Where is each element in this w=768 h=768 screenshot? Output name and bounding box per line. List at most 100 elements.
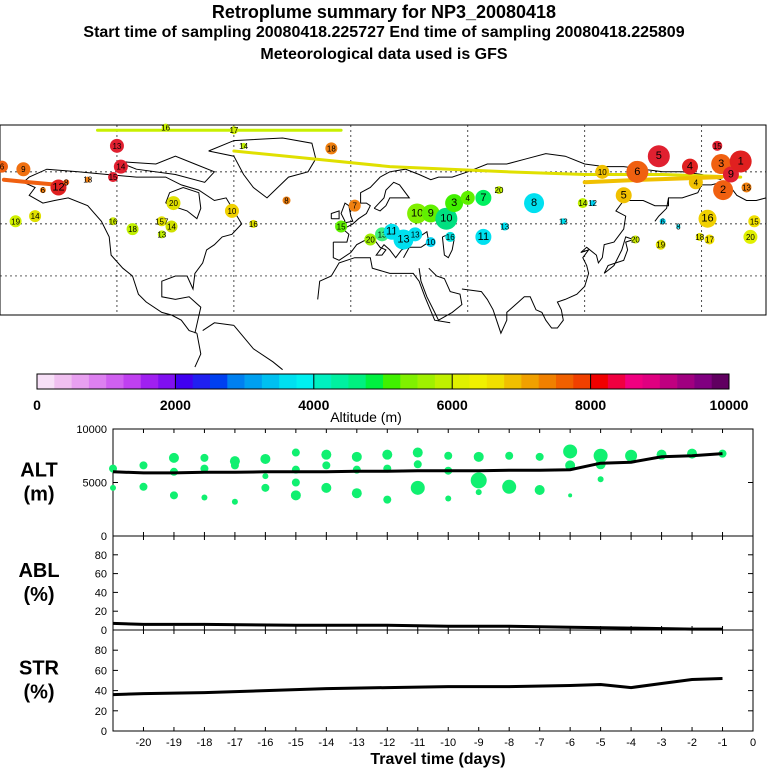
plume-marker-label: 18 <box>327 144 336 153</box>
plume-marker-label: 17 <box>705 236 714 245</box>
plume-marker-label: 16 <box>109 217 118 226</box>
y-tick-label: 20 <box>95 606 107 618</box>
plume-marker-dot <box>84 176 91 183</box>
plume-marker: 18 <box>83 176 92 185</box>
alt-point <box>291 478 300 487</box>
plume-marker-label: 7 <box>353 202 358 211</box>
plume-marker: 20 <box>495 186 504 195</box>
colorbar-swatch <box>400 374 418 389</box>
plume-marker-dot <box>615 187 632 204</box>
plume-marker-label: 13 <box>500 223 509 232</box>
plume-marker: 17 <box>229 126 239 135</box>
coastline-segment <box>461 181 722 335</box>
x-tick-label: -15 <box>288 737 304 749</box>
alt-point <box>563 444 578 459</box>
plume-marker-dot <box>113 159 128 174</box>
plume-marker-label: 5 <box>656 150 662 162</box>
plume-marker-dot <box>240 142 247 149</box>
plume-marker-label: 15 <box>713 142 722 151</box>
plume-marker-dot <box>676 224 681 229</box>
plume-marker: 16 <box>445 231 456 242</box>
plume-marker-label: 10 <box>227 207 236 216</box>
plume-marker-dot <box>704 234 715 245</box>
map-coastlines <box>23 137 767 371</box>
plume-marker-label: 5 <box>621 189 627 201</box>
x-tick-label: -17 <box>227 737 243 749</box>
panel-abl: 0 20 40 60 80 ABL(%) <box>18 535 754 637</box>
plume-marker-dot <box>282 196 291 205</box>
plume-marker-label: 13 <box>378 230 387 239</box>
plume-marker: 6 <box>39 186 46 195</box>
alt-point <box>321 482 332 493</box>
plume-marker-label: 18 <box>128 225 137 234</box>
coastline-segment <box>23 168 243 334</box>
plume-marker-label: 10 <box>440 213 452 225</box>
plume-marker-label: 4 <box>694 178 699 187</box>
colorbar-label: Altitude (m) <box>330 409 402 425</box>
plume-marker: 157 <box>155 216 169 227</box>
alt-point <box>473 451 484 462</box>
colorbar-swatch <box>296 374 315 389</box>
colorbar-swatch <box>158 374 176 389</box>
colorbar-swatch <box>642 374 661 389</box>
alt-point <box>261 483 270 492</box>
y-tick-label: 40 <box>95 686 107 698</box>
plume-marker-label: 14 <box>578 199 587 208</box>
x-tick-label: -5 <box>596 737 606 749</box>
plume-marker-label: 20 <box>366 236 375 245</box>
map-frame <box>0 124 767 316</box>
plume-marker: 6 <box>659 217 666 226</box>
plume-marker-label: 12 <box>588 199 597 208</box>
plume-marker: 13 <box>741 182 752 193</box>
colorbar-swatch <box>71 374 90 389</box>
alt-point <box>200 464 209 473</box>
x-tick-label: -7 <box>535 737 545 749</box>
colorbar-swatch <box>452 374 470 389</box>
y-tick-label: 10000 <box>76 424 107 436</box>
plume-marker-dot <box>109 217 118 226</box>
plume-marker-dot <box>348 199 361 212</box>
colorbar-swatch <box>504 374 522 389</box>
alt-point <box>322 461 331 470</box>
plume-marker-dot <box>50 179 67 196</box>
plume-marker: 10 <box>425 237 436 248</box>
x-tick-label: -14 <box>318 737 334 749</box>
plume-marker-dot <box>425 237 436 248</box>
altitude-colorbar: 0 2000 4000 6000 8000 10000 <box>33 373 749 413</box>
plume-marker-dot <box>16 162 31 177</box>
plume-marker-label: 3 <box>718 158 724 170</box>
alt-point <box>260 453 271 464</box>
plume-marker: 6 <box>626 160 649 183</box>
plume-marker: 4 <box>681 158 698 175</box>
plume-marker-dot <box>626 160 649 183</box>
plume-marker-dot <box>445 231 456 242</box>
plume-marker: 8 <box>524 193 545 214</box>
plume-marker-dot <box>460 190 475 205</box>
plume-marker-dot <box>681 158 698 175</box>
colorbar-swatch <box>279 374 297 389</box>
alt-point <box>535 452 544 461</box>
alt-point <box>444 451 453 460</box>
plume-marker-dot <box>655 239 666 250</box>
plume-marker-label: 8 <box>676 223 681 232</box>
alt-point <box>382 449 393 460</box>
plume-marker: 14 <box>113 159 128 174</box>
plume-marker-dot <box>157 230 166 239</box>
plume-marker: 20 <box>631 235 640 245</box>
y-tick-label: 60 <box>95 665 107 677</box>
plume-marker: 16 <box>161 123 171 133</box>
plume-marker-dot <box>741 182 752 193</box>
colorbar-swatch <box>607 374 626 389</box>
plume-marker-label: 14 <box>167 223 176 232</box>
plume-marker-label: 11 <box>386 226 397 238</box>
plume-marker-label: 7 <box>480 192 486 204</box>
colorbar-swatch <box>37 374 55 389</box>
alt-point <box>351 451 362 462</box>
plume-marker-dot <box>659 218 666 225</box>
plume-marker-dot <box>589 200 596 207</box>
series-line <box>112 621 723 631</box>
colorbar-swatch <box>677 374 695 389</box>
colorbar-swatch <box>106 374 124 389</box>
x-tick-label: -18 <box>196 737 212 749</box>
